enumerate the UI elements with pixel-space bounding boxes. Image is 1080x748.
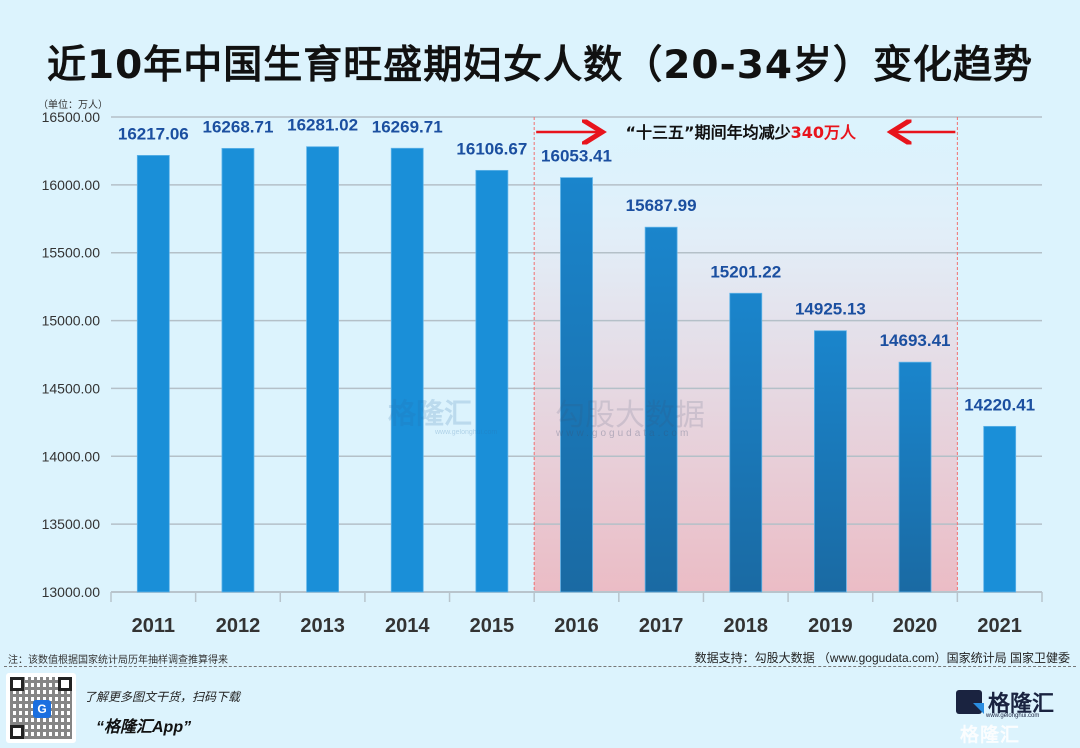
- watermark-gogudata-url: www.gogudata.com: [556, 428, 692, 439]
- x-tick-label: 2020: [893, 615, 938, 637]
- bar-2020: [898, 361, 932, 593]
- gelonghui-logo-icon: G: [33, 700, 51, 718]
- bar-2018: [729, 292, 763, 593]
- brand-name: 格隆汇: [988, 691, 1055, 716]
- watermark-gelonghui-url: www.gelonghui.com: [435, 429, 498, 436]
- bar-2013: [306, 146, 339, 593]
- annotation-prefix: “十三五”期间年均减少: [626, 123, 791, 142]
- x-tick-label: 2018: [724, 615, 769, 637]
- y-tick-label: 15000.00: [42, 313, 101, 329]
- value-label: 14220.41: [964, 395, 1035, 414]
- x-tick-label: 2021: [977, 615, 1022, 637]
- annotation-highlight: 340万人: [791, 123, 857, 142]
- gelonghui-logo-icon: [956, 690, 982, 714]
- brand-logo: 格隆汇 www.gelonghui.com 格隆汇: [956, 690, 1066, 746]
- y-tick-label: 16000.00: [42, 177, 101, 193]
- footer-divider: [4, 666, 1076, 667]
- value-label: 15201.22: [710, 262, 781, 281]
- qr-code[interactable]: G: [6, 673, 76, 743]
- value-label: 16106.67: [456, 139, 527, 158]
- promo-app-name: “格隆汇App”: [96, 719, 192, 736]
- x-tick-label: 2014: [385, 615, 430, 637]
- x-tick-label: 2015: [470, 615, 515, 637]
- x-tick-label: 2013: [300, 615, 345, 637]
- value-label: 15687.99: [626, 196, 697, 215]
- value-label: 14693.41: [880, 331, 951, 350]
- bar-2011: [136, 154, 170, 593]
- value-label: 16281.02: [287, 116, 358, 135]
- bar-2016: [560, 177, 593, 593]
- promo-text: 了解更多图文干货，扫码下载: [84, 690, 241, 704]
- watermark-gelonghui: 格隆汇: [388, 398, 473, 429]
- bar-2017: [644, 226, 678, 593]
- annotation-text: “十三五”期间年均减少340万人: [626, 123, 857, 142]
- value-label: 16269.71: [372, 117, 443, 136]
- x-tick-label: 2011: [132, 615, 175, 637]
- data-source: 数据支持：勾股大数据 （www.gogudata.com）国家统计局 国家卫健委: [694, 651, 1070, 665]
- qr-finder: [10, 677, 24, 691]
- x-tick-label: 2019: [808, 615, 853, 637]
- brand-watermark: 格隆汇: [960, 725, 1021, 746]
- chart-title: 近10年中国生育旺盛期妇女人数（20-34岁）变化趋势: [46, 43, 1033, 88]
- bar-2019: [814, 330, 847, 593]
- y-tick-label: 14500.00: [42, 380, 101, 396]
- bar-2015: [475, 169, 509, 593]
- value-label: 16053.41: [541, 147, 612, 166]
- x-tick-label: 2017: [639, 615, 684, 637]
- y-tick-label: 14000.00: [42, 448, 101, 464]
- x-tick-label: 2016: [554, 615, 599, 637]
- y-tick-label: 16500.00: [42, 109, 101, 125]
- y-tick-label: 13000.00: [42, 584, 101, 600]
- footnote: 注：该数值根据国家统计局历年抽样调查推算得来: [8, 655, 228, 666]
- value-label: 14925.13: [795, 300, 866, 319]
- unit-label: （单位：万人）: [38, 100, 108, 111]
- bar-2021: [983, 425, 1017, 593]
- bar-2014: [390, 147, 424, 593]
- qr-finder: [10, 725, 24, 739]
- bar-2012: [221, 147, 255, 593]
- value-label: 16217.06: [118, 124, 189, 143]
- qr-finder: [58, 677, 72, 691]
- y-tick-label: 13500.00: [42, 516, 101, 532]
- watermark-gogudata: 勾股大数据: [555, 399, 705, 432]
- value-label: 16268.71: [203, 117, 274, 136]
- brand-url: www.gelonghui.com: [986, 713, 1040, 719]
- x-tick-label: 2012: [216, 615, 261, 637]
- y-tick-label: 15500.00: [42, 245, 101, 261]
